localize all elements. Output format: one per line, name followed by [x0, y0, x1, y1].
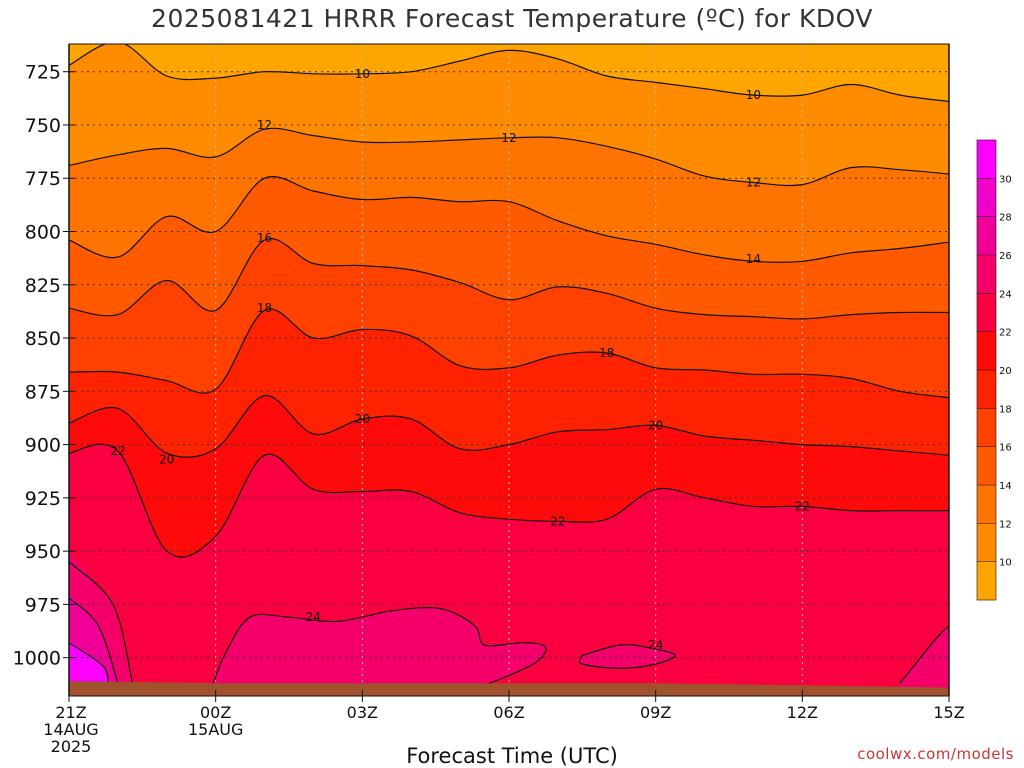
colorbar-label: 14 — [999, 481, 1012, 492]
x-tick-label: 15Z — [933, 703, 964, 722]
colorbar-swatch — [977, 293, 996, 332]
y-tick-label: 925 — [25, 488, 61, 510]
contour-line-left-edge — [69, 597, 119, 684]
colorbar-swatch — [977, 370, 996, 409]
contour-label: 10 — [746, 88, 761, 102]
y-tick-label: 800 — [25, 222, 61, 244]
temperature-band-24 — [213, 607, 547, 696]
temperature-band-24 — [900, 625, 949, 696]
contour-label: 22 — [110, 444, 125, 458]
y-tick-label: 900 — [25, 435, 61, 457]
contour-line-14 — [69, 176, 949, 263]
temperature-band-24 — [579, 644, 676, 669]
contour-label: 12 — [257, 118, 272, 132]
contour-line-18 — [69, 308, 949, 399]
y-tick-label: 775 — [25, 168, 61, 190]
ground-surface — [69, 681, 949, 696]
colorbar-label: 20 — [999, 366, 1012, 377]
colorbar-swatch — [977, 485, 996, 524]
chart-title: 2025081421 HRRR Forecast Temperature (ºC… — [151, 4, 873, 33]
colorbar-label: 10 — [999, 558, 1012, 569]
colorbar-swatch — [977, 255, 996, 294]
colorbar-swatch — [977, 408, 996, 447]
contour-line-12 — [69, 127, 949, 187]
contour-label: 18 — [257, 301, 272, 315]
y-tick-label: 1000 — [13, 648, 61, 670]
contour-label: 20 — [648, 418, 663, 432]
contour-line-20 — [69, 394, 949, 458]
colorbar-swatch — [977, 216, 996, 256]
contour-label: 16 — [257, 231, 272, 245]
contour-label: 20 — [159, 452, 174, 466]
x-axis-title: Forecast Time (UTC) — [406, 744, 618, 768]
colorbar-label: 24 — [999, 289, 1012, 300]
colorbar-swatch — [977, 523, 996, 562]
contour-line-24 — [212, 607, 547, 686]
y-tick-label: 875 — [25, 381, 61, 403]
y-tick-label: 850 — [25, 328, 61, 350]
colorbar-swatch — [977, 446, 996, 486]
contour-line-24 — [899, 625, 949, 684]
contour-line-22 — [69, 443, 949, 558]
x-tick-label: 09Z — [640, 703, 671, 722]
colorbar-swatch — [977, 178, 996, 217]
contour-line-16 — [69, 238, 949, 320]
colorbar-label: 18 — [999, 404, 1012, 415]
contour-label: 22 — [795, 499, 810, 513]
colorbar-label: 26 — [999, 251, 1012, 262]
contour-label: 20 — [355, 412, 370, 426]
colorbar-label: 30 — [999, 174, 1012, 185]
x-tick-label: 14AUG — [43, 720, 98, 739]
x-tick-label: 00Z — [200, 703, 231, 722]
x-tick-label: 15AUG — [188, 720, 243, 739]
x-tick-label: 06Z — [493, 703, 524, 722]
colorbar-label: 12 — [999, 519, 1012, 530]
contour-label: 24 — [648, 638, 663, 652]
credit-link[interactable]: coolwx.com/models — [857, 745, 1014, 763]
colorbar-swatch — [977, 331, 996, 371]
colorbar-label: 22 — [999, 328, 1012, 339]
contour-line-left-edge — [69, 561, 134, 684]
x-tick-label: 12Z — [787, 703, 818, 722]
contour-label: 22 — [550, 514, 565, 528]
colorbar-swatch — [977, 140, 996, 179]
colorbar: 10 12 14 16 18 20 22 24 26 28 30 — [976, 139, 1012, 601]
y-tick-label: 950 — [25, 541, 61, 563]
colorbar-label: 28 — [999, 213, 1012, 224]
y-tick-label: 750 — [25, 115, 61, 137]
y-tick-label: 725 — [25, 62, 61, 84]
contour-label: 18 — [599, 346, 614, 360]
contour-label: 12 — [746, 175, 761, 189]
contour-label: 10 — [355, 67, 370, 81]
contour-label: 14 — [746, 252, 761, 266]
contour-line-24 — [578, 644, 676, 669]
colorbar-label: 16 — [999, 443, 1012, 454]
x-tick-label: 2025 — [51, 737, 92, 756]
x-tick-label: 21Z — [55, 703, 86, 722]
contour-line-left-edge — [69, 642, 109, 684]
contour-label: 24 — [306, 610, 321, 624]
y-tick-label: 825 — [25, 275, 61, 297]
colorbar-swatch — [977, 561, 996, 601]
x-tick-label: 03Z — [347, 703, 378, 722]
contour-line-10 — [69, 44, 949, 103]
contour-label: 12 — [501, 131, 516, 145]
y-tick-label: 975 — [25, 594, 61, 616]
